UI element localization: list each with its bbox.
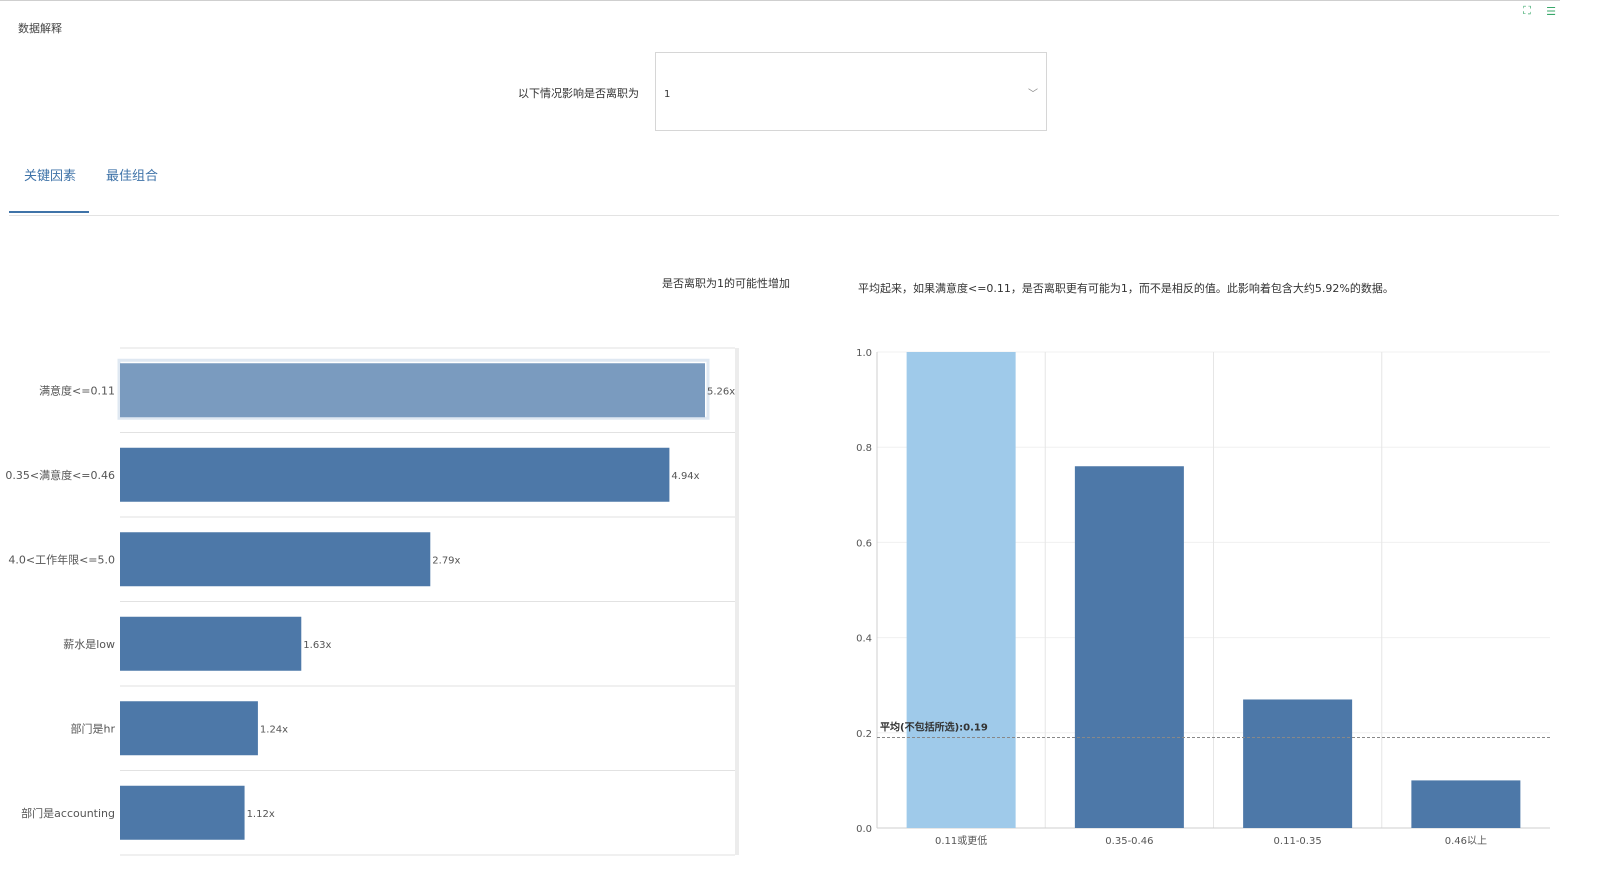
tab-bar: 关键因素 最佳组合 [9,160,1559,216]
factor-label: 满意度<=0.11 [39,383,115,397]
section-title: 数据解释 [18,22,62,35]
list-icon[interactable]: ☰ [1546,4,1556,18]
left-chart-heading: 是否离职为1的可能性增加 [662,277,790,290]
factor-value-label: 2.79x [432,555,460,566]
chart-scrollbar [735,348,739,855]
y-tick-label: 0.8 [856,443,872,454]
target-value-select[interactable]: 1 ﹀ [655,52,1047,131]
factor-bar[interactable] [120,447,670,502]
tab-key-factors[interactable]: 关键因素 [24,169,77,184]
factor-label: 4.0<工作年限<=5.0 [8,552,115,566]
factor-bar[interactable] [120,701,258,756]
chevron-down-icon: ﹀ [1028,89,1038,100]
factor-label: 部门是hr [71,721,116,735]
filter-label: 以下情况影响是否离职为 [518,87,639,100]
factor-value-label: 1.12x [247,809,275,820]
factor-value-label: 1.24x [260,724,288,735]
x-tick-label: 0.35-0.46 [1105,836,1153,847]
factor-label: 部门是accounting [21,806,115,820]
segment-bar[interactable] [906,352,1016,828]
factor-bar[interactable] [120,363,705,418]
y-tick-label: 0.0 [856,824,872,835]
segment-bar[interactable] [1074,466,1184,828]
x-tick-label: 0.46以上 [1445,835,1487,847]
key-factors-chart: 满意度<=0.11 5.26x 0.35<满意度<=0.46 4.94x 4.0<工作年… [5,347,739,856]
factor-bar[interactable] [120,616,302,671]
factor-label: 薪水是low [63,638,115,651]
x-tick-label: 0.11-0.35 [1274,836,1322,847]
factor-value-label: 5.26x [707,386,735,397]
y-tick-label: 1.0 [856,348,872,359]
x-tick-label: 0.11或更低 [935,834,987,847]
tab-best-combination[interactable]: 最佳组合 [106,169,159,184]
top-divider [0,0,1560,1]
active-tab-indicator [9,211,89,213]
factor-value-label: 1.63x [303,640,331,651]
factor-value-label: 4.94x [671,471,699,482]
y-tick-label: 0.4 [856,634,872,645]
segment-bar[interactable] [1243,699,1353,828]
y-tick-label: 0.2 [856,729,872,740]
segment-bar[interactable] [1411,780,1521,828]
segment-chart: 0.0 0.2 0.4 0.6 0.8 1.0 0.11或更低 0.35-0.46 0.11-0… [856,348,1550,847]
y-tick-label: 0.6 [856,538,872,549]
factor-label: 0.35<满意度<=0.46 [5,468,115,482]
factor-bar[interactable] [120,785,245,840]
select-value: 1 [664,89,671,100]
average-reference-label: 平均(不包括所选):0.19 [880,721,988,734]
expand-icon[interactable]: ⛶ [1523,4,1531,17]
right-chart-heading: 平均起来，如果满意度<=0.11，是否离职更有可能为1，而不是相反的值。此影响着… [858,282,1394,295]
factor-bar[interactable] [120,532,431,587]
